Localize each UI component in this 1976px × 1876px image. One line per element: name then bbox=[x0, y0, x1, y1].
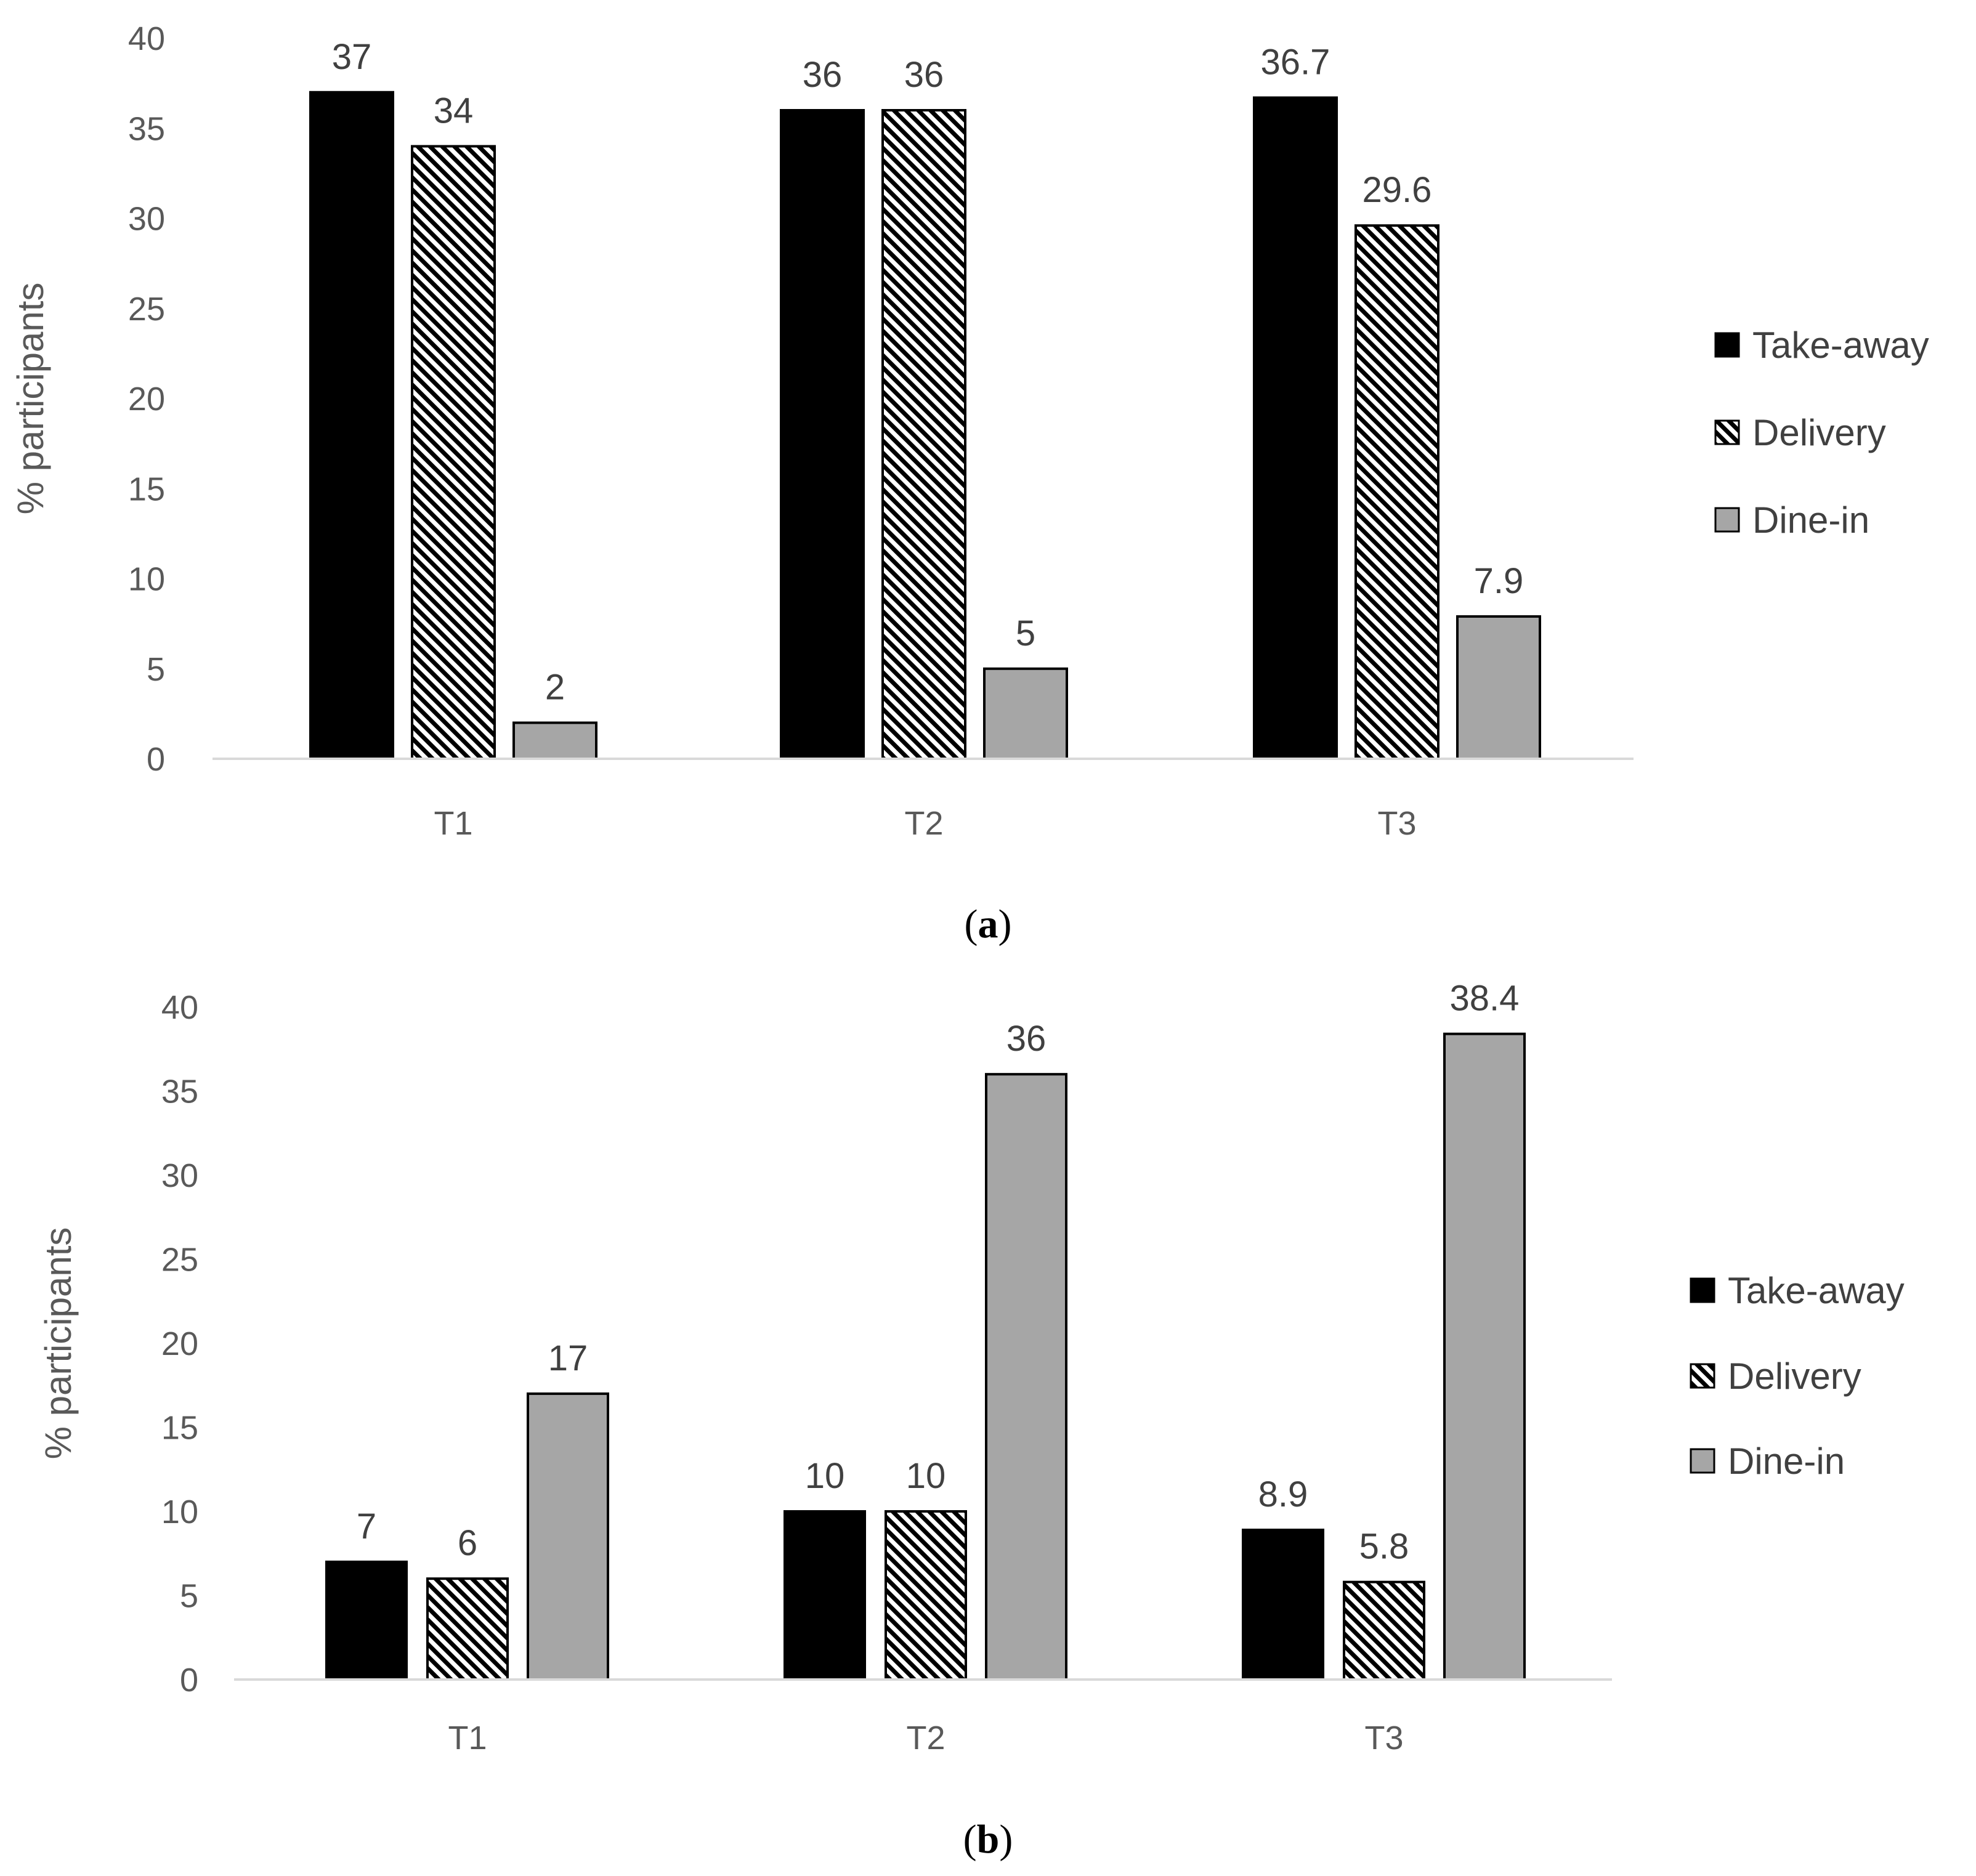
x-tick-label: T2 bbox=[906, 1720, 945, 1757]
data-label: 17 bbox=[548, 1338, 588, 1378]
bar bbox=[1242, 1529, 1324, 1681]
y-tick-label: 0 bbox=[147, 741, 165, 778]
y-tick-label: 15 bbox=[128, 471, 165, 507]
y-tick-label: 10 bbox=[161, 1494, 198, 1530]
x-tick-label: T2 bbox=[904, 805, 943, 842]
data-label: 10 bbox=[906, 1456, 946, 1496]
x-tick-label: T1 bbox=[448, 1720, 487, 1757]
data-label: 34 bbox=[434, 91, 474, 131]
data-label: 36 bbox=[803, 55, 843, 95]
bar bbox=[411, 145, 496, 760]
data-label: 5 bbox=[1016, 613, 1035, 653]
panel-label-open-paren: ( bbox=[965, 902, 978, 947]
legend-label: Take-away bbox=[1752, 325, 1929, 366]
panel-label-open-paren: ( bbox=[963, 1817, 977, 1862]
legend-swatch bbox=[1690, 1448, 1715, 1474]
legend-swatch bbox=[1714, 419, 1740, 445]
data-label: 36 bbox=[1006, 1019, 1047, 1059]
data-label: 38.4 bbox=[1450, 979, 1520, 1019]
y-tick-label: 40 bbox=[161, 989, 198, 1026]
data-label: 2 bbox=[545, 668, 565, 708]
y-tick-label: 5 bbox=[180, 1578, 198, 1615]
data-label: 10 bbox=[805, 1456, 845, 1496]
y-tick-label: 20 bbox=[128, 381, 165, 418]
bar bbox=[985, 1073, 1067, 1681]
y-tick-label: 20 bbox=[161, 1325, 198, 1362]
data-label: 37 bbox=[332, 37, 372, 77]
bar bbox=[325, 1560, 408, 1681]
legend-label: Dine-in bbox=[1728, 1441, 1845, 1482]
legend-label: Delivery bbox=[1752, 412, 1886, 453]
x-tick-label: T3 bbox=[1364, 1720, 1403, 1757]
legend-swatch bbox=[1714, 507, 1740, 533]
bar bbox=[881, 109, 966, 760]
legend-label: Dine-in bbox=[1752, 499, 1869, 541]
panel-label-close-paren: ) bbox=[999, 1817, 1013, 1862]
legend-swatch bbox=[1690, 1277, 1715, 1303]
y-axis-title: % participants bbox=[38, 1227, 79, 1460]
bar bbox=[1253, 96, 1338, 760]
bar bbox=[885, 1510, 967, 1681]
panel-label-letter: a bbox=[978, 902, 998, 947]
data-label: 36 bbox=[904, 55, 944, 95]
y-tick-label: 25 bbox=[161, 1242, 198, 1279]
legend-label: Delivery bbox=[1728, 1356, 1861, 1397]
legend-swatch bbox=[1714, 332, 1740, 358]
y-tick-label: 0 bbox=[180, 1662, 198, 1699]
data-label: 7.9 bbox=[1474, 561, 1524, 601]
bar bbox=[527, 1392, 609, 1681]
bar bbox=[1443, 1032, 1526, 1681]
data-label: 7 bbox=[357, 1506, 376, 1546]
y-tick-label: 30 bbox=[128, 201, 165, 238]
y-tick-label: 10 bbox=[128, 561, 165, 598]
panel-label: (a) bbox=[965, 902, 1012, 947]
data-label: 6 bbox=[458, 1523, 477, 1563]
x-tick-label: T1 bbox=[434, 805, 472, 842]
bar bbox=[1343, 1580, 1425, 1681]
y-tick-label: 15 bbox=[161, 1410, 198, 1447]
y-tick-label: 40 bbox=[128, 20, 165, 57]
y-tick-label: 30 bbox=[161, 1157, 198, 1194]
data-label: 29.6 bbox=[1363, 170, 1432, 210]
bar bbox=[426, 1577, 509, 1681]
bar bbox=[780, 109, 865, 760]
bar bbox=[784, 1510, 866, 1681]
y-tick-label: 5 bbox=[147, 651, 165, 688]
panel-label-letter: b bbox=[977, 1817, 1000, 1862]
panel-label: (b) bbox=[963, 1817, 1013, 1862]
y-axis-title: % participants bbox=[10, 283, 51, 515]
data-label: 36.7 bbox=[1261, 42, 1330, 83]
legend-label: Take-away bbox=[1728, 1270, 1905, 1311]
y-tick-label: 25 bbox=[128, 291, 165, 328]
bar bbox=[1456, 615, 1541, 760]
bar bbox=[983, 667, 1068, 760]
x-tick-label: T3 bbox=[1377, 805, 1416, 842]
y-tick-label: 35 bbox=[161, 1073, 198, 1110]
legend-swatch bbox=[1690, 1363, 1715, 1389]
bar bbox=[1354, 224, 1439, 760]
data-label: 5.8 bbox=[1359, 1527, 1409, 1567]
bar bbox=[309, 91, 394, 760]
y-tick-label: 35 bbox=[128, 110, 165, 147]
data-label: 8.9 bbox=[1258, 1474, 1308, 1514]
panel-label-close-paren: ) bbox=[998, 902, 1012, 947]
chart-b: 0 5 10 15 20 25 30 35 40 % participants 7 10 8.9 6 10 5… bbox=[38, 979, 1905, 1862]
bar bbox=[512, 721, 597, 760]
